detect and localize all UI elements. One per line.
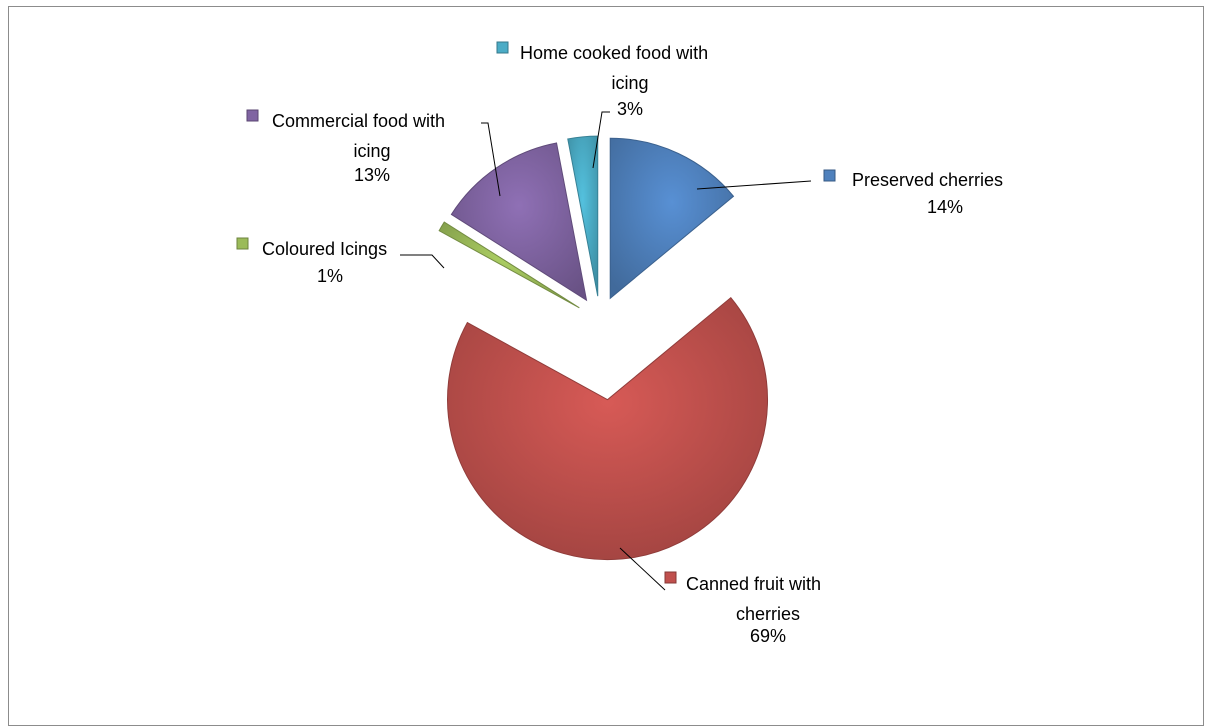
- leader-line: [696, 180, 812, 190]
- slice-percent-label: 1%: [317, 266, 343, 286]
- legend-marker: [823, 169, 836, 182]
- legend-marker: [236, 237, 249, 250]
- pie-slice-coloured-icings: [438, 221, 580, 309]
- chart-frame: [8, 6, 1204, 726]
- slice-percent-label: 69%: [750, 626, 786, 646]
- slice-label-line2: cherries: [736, 604, 800, 624]
- slice-label: Canned fruit with: [686, 574, 821, 594]
- slice-label: Preserved cherries: [852, 170, 1003, 190]
- pie-slice-preserved-cherries: [609, 137, 735, 300]
- leader-line: [619, 547, 666, 591]
- slice-percent-label: 14%: [927, 197, 963, 217]
- slice-label: Coloured Icings: [262, 239, 387, 259]
- leader-line: [400, 254, 445, 269]
- slice-percent-label: 3%: [617, 99, 643, 119]
- leader-line: [592, 111, 610, 169]
- legend-marker: [246, 109, 259, 122]
- slice-label-line2: icing: [353, 141, 390, 161]
- slice-label: Home cooked food with: [520, 43, 708, 63]
- slice-label: Commercial food with: [272, 111, 445, 131]
- slice-percent-label: 13%: [354, 165, 390, 185]
- legend-marker: [664, 571, 677, 584]
- pie-slice-commercial-food-with-icing: [450, 142, 588, 302]
- slice-label-line2: icing: [611, 73, 648, 93]
- pie-slice-canned-fruit-with-cherries: [447, 296, 768, 561]
- leader-line: [481, 122, 501, 197]
- legend-marker: [496, 41, 509, 54]
